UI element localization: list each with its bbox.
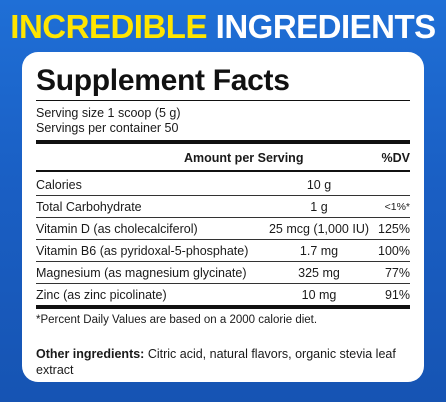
headline: INCREDIBLE INGREDIENTS bbox=[0, 8, 446, 46]
nutrient-name: Calories bbox=[36, 177, 82, 192]
headline-word-2: INGREDIENTS bbox=[215, 8, 437, 45]
divider-thick bbox=[36, 305, 410, 309]
nutrient-amount: 10 g bbox=[306, 177, 332, 192]
table-header: Amount per Serving %DV bbox=[36, 148, 410, 168]
nutrient-dv: <1%* bbox=[384, 200, 410, 213]
nutrient-amount: 1.7 mg bbox=[299, 243, 339, 258]
serving-size: Serving size 1 scoop (5 g) bbox=[36, 106, 181, 120]
other-ingredients-label: Other ingredients: bbox=[36, 347, 145, 361]
other-ingredients: Other ingredients: Citric acid, natural … bbox=[36, 346, 410, 378]
table-row: Total Carbohydrate 1 g <1%* bbox=[36, 196, 410, 218]
table-row: Calories 10 g bbox=[36, 174, 410, 196]
nutrient-amount: 25 mcg (1,000 IU) bbox=[268, 221, 370, 236]
divider-medium bbox=[36, 170, 410, 172]
headline-word-1: INCREDIBLE bbox=[10, 8, 207, 45]
header-amount: Amount per Serving bbox=[184, 151, 304, 165]
nutrient-amount: 325 mg bbox=[298, 265, 340, 280]
table-row: Zinc (as zinc picolinate) 10 mg 91% bbox=[36, 284, 410, 305]
table-row: Vitamin B6 (as pyridoxal-5-phosphate) 1.… bbox=[36, 240, 410, 262]
daily-value-footnote: *Percent Daily Values are based on a 200… bbox=[36, 314, 318, 326]
nutrient-amount: 10 mg bbox=[301, 287, 337, 302]
nutrient-dv: 77% bbox=[384, 265, 410, 280]
other-ingredients-text: Citric acid, natural flavors, organic st… bbox=[36, 347, 396, 377]
table-row: Magnesium (as magnesium glycinate) 325 m… bbox=[36, 262, 410, 284]
table-row: Vitamin D (as cholecalciferol) 25 mcg (1… bbox=[36, 218, 410, 240]
nutrient-name: Zinc (as zinc picolinate) bbox=[36, 287, 167, 302]
panel-title: Supplement Facts bbox=[36, 64, 290, 97]
header-dv: %DV bbox=[381, 151, 410, 165]
nutrient-dv: 100% bbox=[378, 243, 410, 258]
nutrient-name: Vitamin D (as cholecalciferol) bbox=[36, 221, 198, 236]
divider bbox=[36, 100, 410, 101]
supplement-facts-panel: Supplement Facts Serving size 1 scoop (5… bbox=[22, 52, 424, 382]
nutrient-name: Magnesium (as magnesium glycinate) bbox=[36, 265, 247, 280]
nutrient-name: Vitamin B6 (as pyridoxal-5-phosphate) bbox=[36, 243, 249, 258]
nutrient-dv: 91% bbox=[384, 287, 410, 302]
divider-thick bbox=[36, 140, 410, 144]
nutrient-table: Calories 10 g Total Carbohydrate 1 g <1%… bbox=[36, 174, 410, 305]
nutrient-dv: 125% bbox=[378, 221, 410, 236]
nutrient-amount: 1 g bbox=[310, 199, 328, 214]
nutrient-name: Total Carbohydrate bbox=[36, 199, 142, 214]
servings-per-container: Servings per container 50 bbox=[36, 121, 179, 135]
